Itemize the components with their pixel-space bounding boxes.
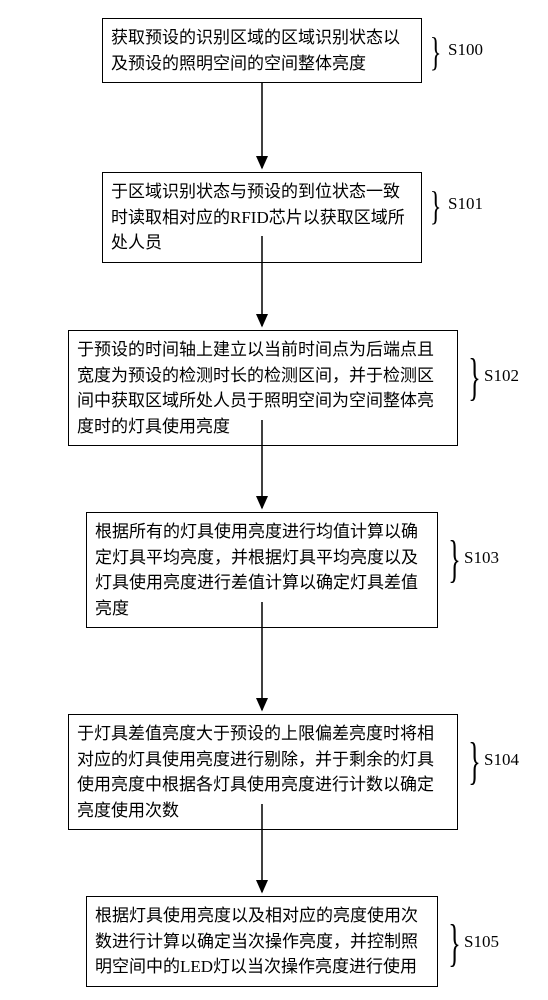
flow-node-s101: 于区域识别状态与预设的到位状态一致时读取相对应的RFID芯片以获取区域所处人员 xyxy=(102,172,422,263)
node-text: 于预设的时间轴上建立以当前时间点为后端点且宽度为预设的检测时长的检测区间，并于检… xyxy=(77,337,449,439)
brace-icon: } xyxy=(468,732,480,791)
brace-icon: } xyxy=(448,530,460,589)
node-text: 于区域识别状态与预设的到位状态一致时读取相对应的RFID芯片以获取区域所处人员 xyxy=(111,179,413,256)
node-text: 根据灯具使用亮度以及相对应的亮度使用次数进行计算以确定当次操作亮度，并控制照明空… xyxy=(95,903,429,980)
flow-node-s104: 于灯具差值亮度大于预设的上限偏差亮度时将相对应的灯具使用亮度进行剔除，并于剩余的… xyxy=(68,714,458,830)
brace-icon: } xyxy=(468,348,480,407)
flow-node-s100: 获取预设的识别区域的区域识别状态以及预设的照明空间的空间整体亮度 xyxy=(102,18,422,83)
step-label-s103: S103 xyxy=(464,548,499,568)
brace-icon: } xyxy=(448,914,460,973)
step-label-s104: S104 xyxy=(484,750,519,770)
brace-icon: } xyxy=(430,28,442,75)
node-text: 获取预设的识别区域的区域识别状态以及预设的照明空间的空间整体亮度 xyxy=(111,25,413,76)
node-text: 根据所有的灯具使用亮度进行均值计算以确定灯具平均亮度，并根据灯具平均亮度以及灯具… xyxy=(95,519,429,621)
brace-icon: } xyxy=(430,182,442,229)
flowchart-container: 获取预设的识别区域的区域识别状态以及预设的照明空间的空间整体亮度 } S100 … xyxy=(0,0,548,1000)
flow-node-s102: 于预设的时间轴上建立以当前时间点为后端点且宽度为预设的检测时长的检测区间，并于检… xyxy=(68,330,458,446)
node-text: 于灯具差值亮度大于预设的上限偏差亮度时将相对应的灯具使用亮度进行剔除，并于剩余的… xyxy=(77,721,449,823)
step-label-s102: S102 xyxy=(484,366,519,386)
step-label-s100: S100 xyxy=(448,40,483,60)
flow-node-s103: 根据所有的灯具使用亮度进行均值计算以确定灯具平均亮度，并根据灯具平均亮度以及灯具… xyxy=(86,512,438,628)
step-label-s105: S105 xyxy=(464,932,499,952)
flow-arrows xyxy=(0,0,548,1000)
flow-node-s105: 根据灯具使用亮度以及相对应的亮度使用次数进行计算以确定当次操作亮度，并控制照明空… xyxy=(86,896,438,987)
step-label-s101: S101 xyxy=(448,194,483,214)
